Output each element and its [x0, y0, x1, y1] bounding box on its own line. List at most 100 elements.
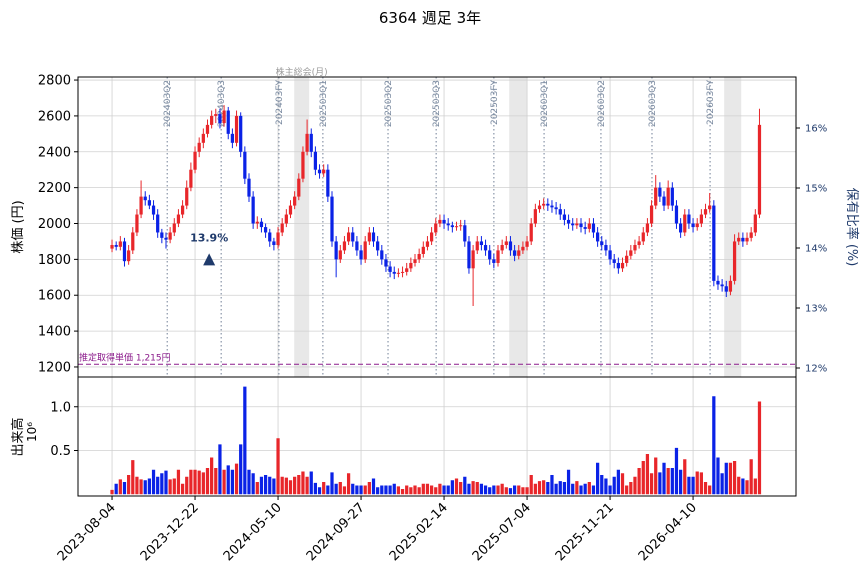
shaded-band [509, 77, 528, 377]
volume-bar [222, 469, 226, 495]
event-label: 202503Q1 [319, 80, 329, 127]
volume-bar [691, 476, 695, 495]
event-label: 202603Q1 [540, 80, 550, 127]
candle-body [160, 232, 164, 238]
candle-body [512, 250, 517, 256]
candle-body [579, 223, 583, 228]
volume-bar [521, 487, 525, 495]
volume-bar [127, 475, 131, 495]
volume-bar [625, 485, 629, 495]
candle-body [720, 284, 724, 287]
volume-bar [342, 486, 347, 495]
candle-body [210, 115, 214, 125]
volume-bar [683, 459, 687, 495]
candle-body [728, 280, 733, 292]
candle-body [197, 142, 201, 152]
candle-body [492, 259, 496, 263]
candle-body [716, 280, 720, 285]
volume-bar [359, 485, 363, 495]
candle-body [737, 237, 741, 242]
volume-bar [546, 482, 550, 495]
volume-bar [251, 473, 255, 495]
candle-body [438, 219, 442, 224]
candle-body [683, 214, 687, 233]
volume-bar [201, 472, 205, 495]
candle-body [450, 225, 454, 228]
volume-bar [384, 485, 388, 495]
candle-body [633, 245, 637, 251]
volume-bar [558, 481, 562, 495]
volume-bar [400, 489, 405, 495]
candle-body [114, 245, 118, 247]
candle-body [259, 221, 264, 228]
volume-bar [554, 483, 558, 495]
candle-body [293, 196, 297, 206]
event-label: 202503Q2 [384, 80, 394, 127]
volume-bar [571, 483, 575, 495]
volume-bar [537, 481, 542, 495]
volume-bar [679, 469, 683, 495]
volume-bar [330, 472, 334, 495]
volume-bar [504, 487, 508, 495]
y2-tick-label: 12% [805, 364, 827, 375]
candle-body [110, 245, 114, 249]
shaded-band [724, 77, 742, 377]
candle-body [417, 253, 421, 260]
candle-body [500, 245, 504, 251]
volume-bar [160, 473, 164, 495]
volume-bar [737, 476, 741, 495]
candle-body [147, 200, 152, 206]
candle-body [284, 214, 288, 224]
volume-bar [168, 479, 172, 495]
volume-bar [496, 485, 500, 495]
volume-bar [110, 489, 114, 495]
candle-body [405, 268, 409, 272]
candle-body [425, 241, 430, 247]
volume-bar [317, 487, 322, 495]
volume-bar [272, 478, 276, 495]
volume-bar [392, 483, 396, 495]
candle-body [604, 245, 608, 251]
volume-bar [492, 485, 496, 495]
candle-body [558, 209, 562, 215]
volume-bar [156, 476, 160, 495]
candle-body [724, 286, 728, 292]
volume-bar [122, 482, 127, 495]
chart-title: 6364 週足 3年 [379, 9, 481, 27]
volume-bar [741, 478, 745, 495]
candle-body [749, 232, 753, 238]
candle-body [371, 232, 376, 242]
candle-body [297, 178, 301, 197]
volume-bar [463, 476, 467, 495]
candle-body [205, 124, 210, 134]
candle-body [218, 114, 222, 124]
candle-body [222, 110, 226, 124]
x-tick-label: 2025-07-04 [470, 500, 534, 564]
volume-bar [413, 485, 417, 495]
volume-bar [429, 485, 434, 495]
candle-body [305, 133, 309, 152]
x-tick-label: 2025-02-14 [387, 500, 451, 564]
candle-body [687, 214, 691, 224]
shaded-label: 株主総会(月) [276, 66, 328, 78]
volume-bar [380, 485, 384, 495]
volume-bar [438, 483, 442, 495]
candle-body [180, 205, 185, 215]
candle-body [595, 232, 600, 242]
volume-bar [326, 485, 330, 495]
y2-tick-label: 15% [805, 184, 827, 195]
candle-body [620, 262, 625, 269]
candle-body [757, 124, 762, 215]
volume-bar [396, 486, 401, 495]
y-tick-label: 2800 [38, 74, 71, 89]
y-tick-label: 1800 [38, 253, 71, 268]
volume-bar [637, 468, 641, 495]
candle-body [309, 133, 313, 152]
candle-body [463, 225, 467, 242]
volume-bar [658, 472, 662, 495]
volume-bar [276, 438, 280, 495]
volume-offset-label: 10⁶ [25, 422, 39, 442]
volume-bar [508, 488, 513, 495]
volume-bar [629, 482, 633, 495]
candle-body [243, 151, 247, 179]
